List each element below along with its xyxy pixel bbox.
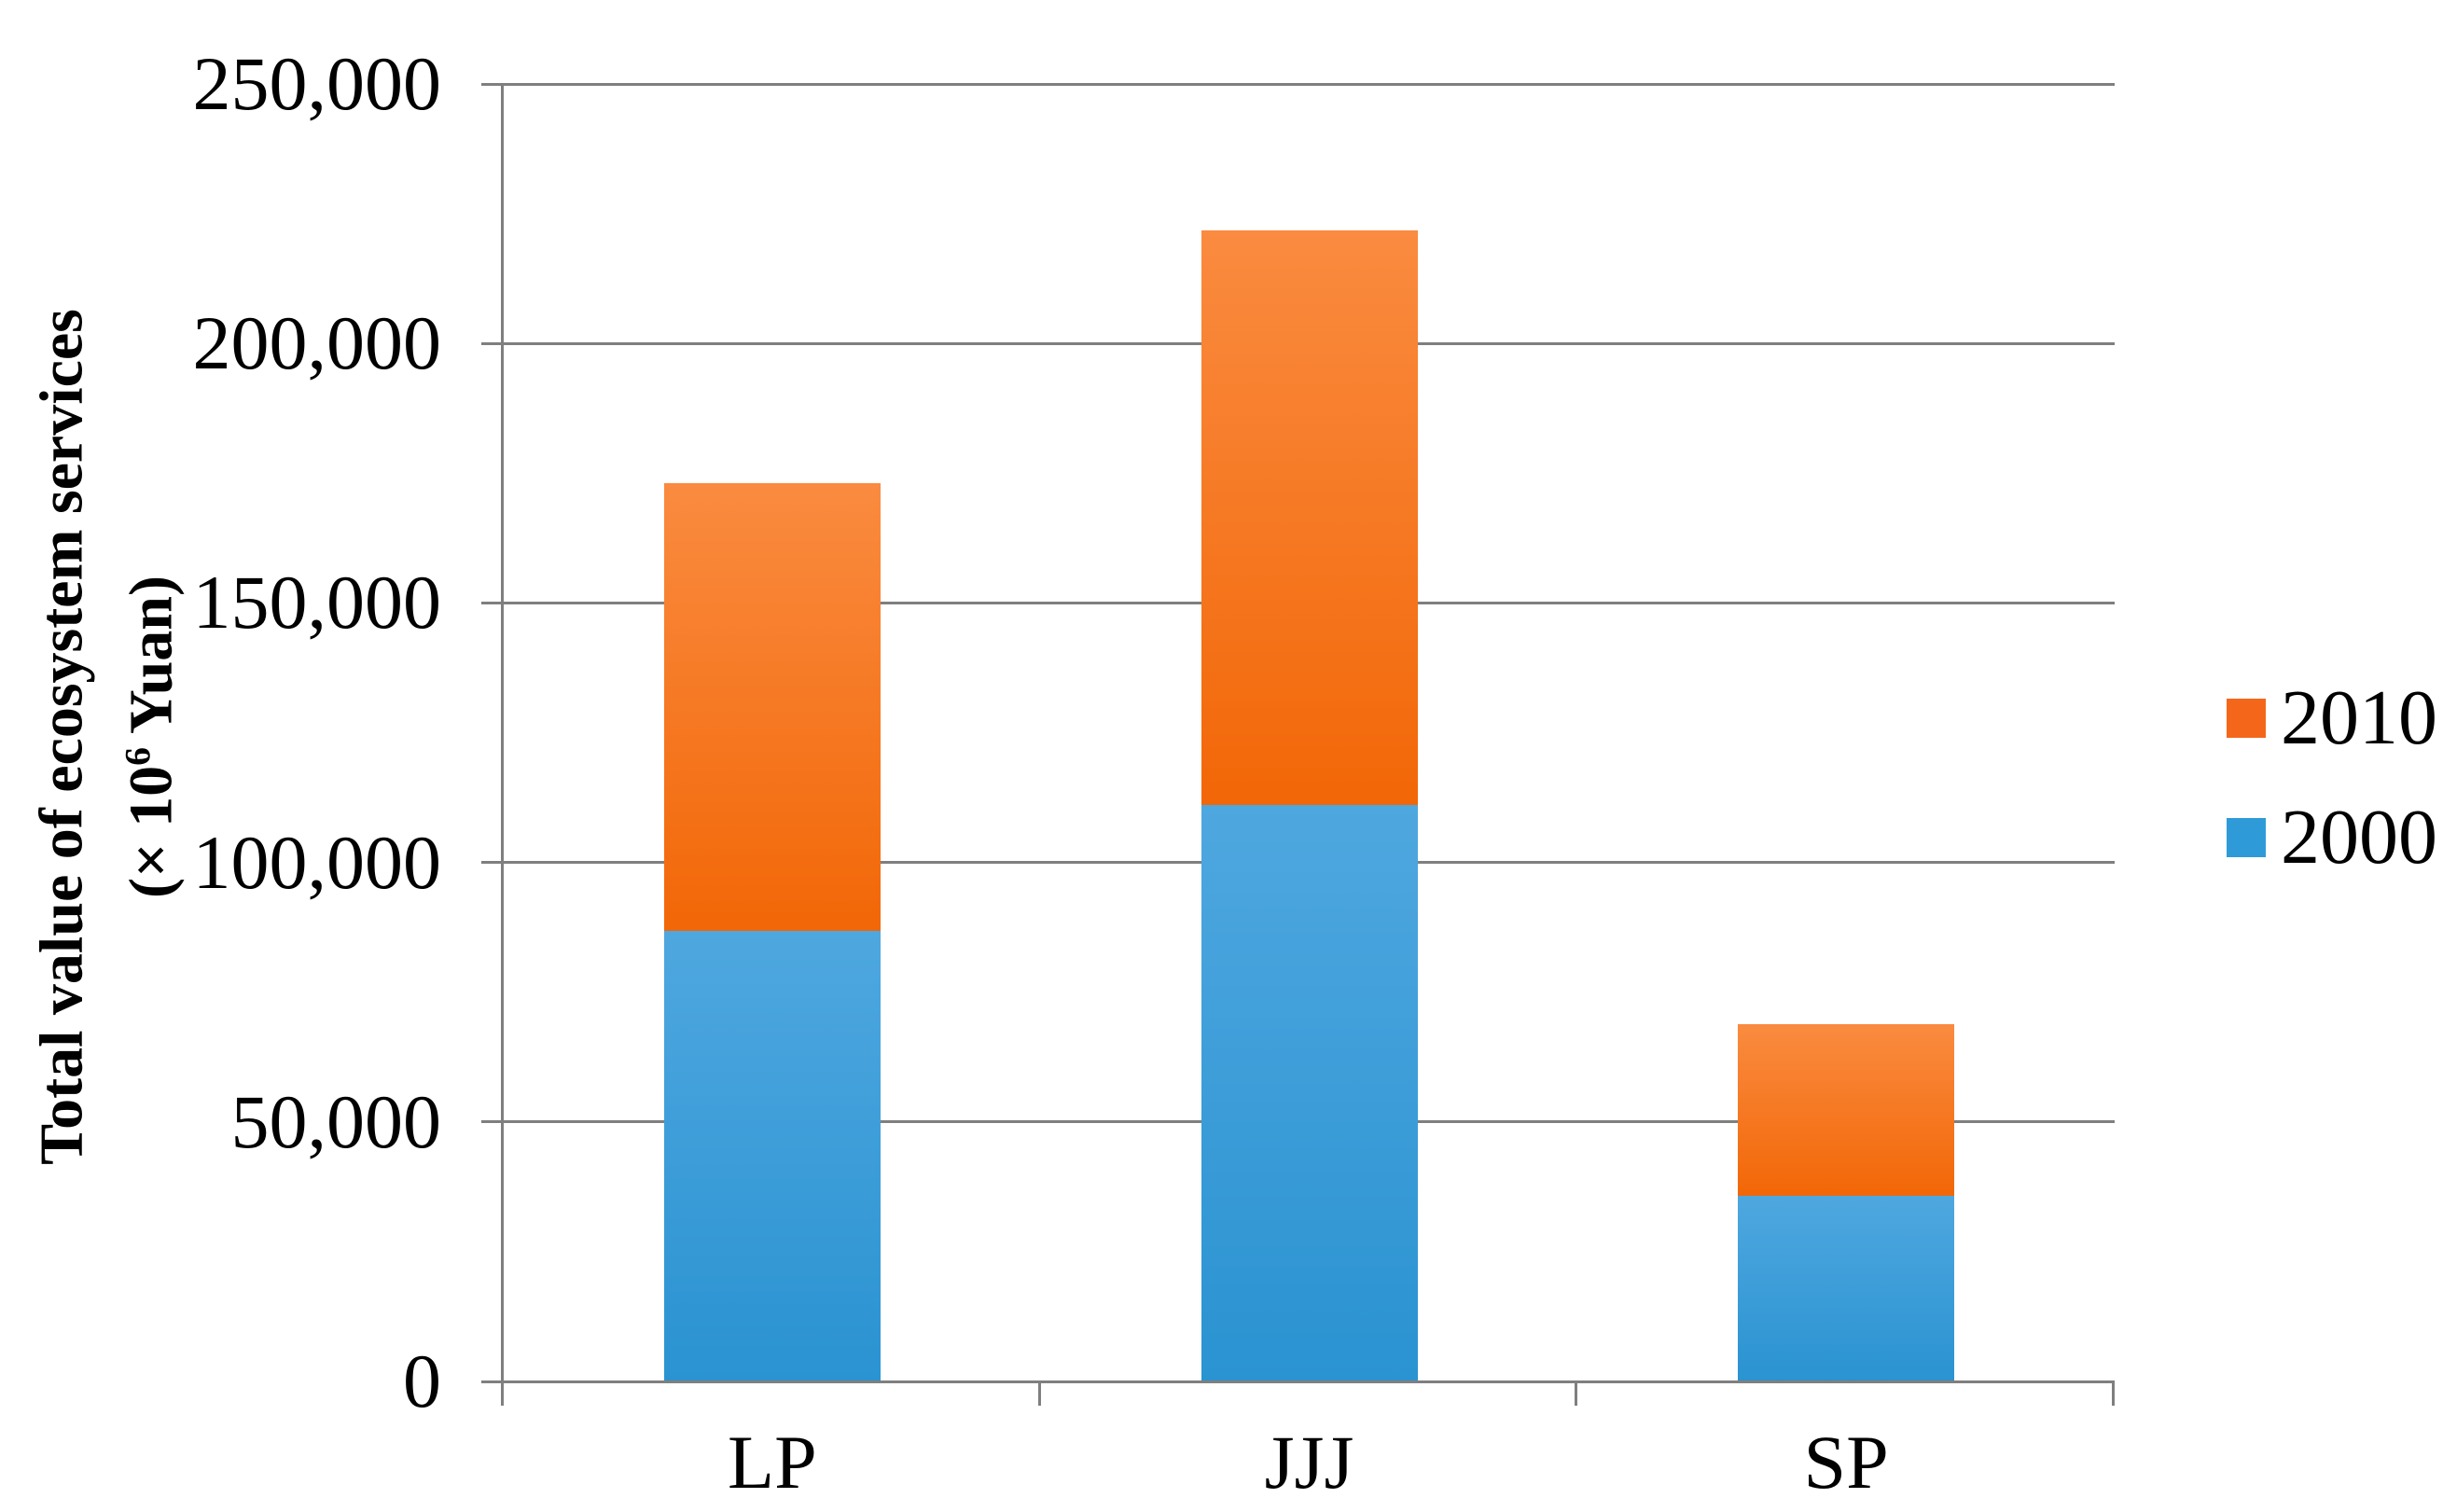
bar-segment-LP-2010 (663, 482, 881, 932)
bar-segment-JJJ-2010 (1201, 230, 1418, 806)
y-axis-title-line1: Total value of ecosystem services (27, 309, 96, 1165)
y-tick-label: 200,000 (192, 300, 442, 386)
y-tick-label: 100,000 (192, 819, 442, 905)
y-axis-title: Total value of ecosystem services (× 106… (17, 309, 195, 1165)
legend-item-2010: 2010 (2227, 679, 2437, 757)
legend-label-2010: 2010 (2281, 674, 2437, 761)
legend-item-2000: 2000 (2227, 798, 2437, 877)
legend-swatch-2010 (2227, 699, 2266, 738)
bar-segment-LP-2000 (663, 931, 881, 1381)
bar-segment-SP-2000 (1738, 1195, 1955, 1381)
gridline-250000 (481, 82, 2115, 86)
x-axis-category-tick-3 (2112, 1381, 2115, 1406)
bar-segment-SP-2010 (1738, 1023, 1955, 1196)
x-tick-label-LP: LP (727, 1420, 817, 1505)
y-axis-title-line2: (× 106 Yuan) (117, 576, 185, 898)
x-axis-category-tick-2 (1575, 1381, 1578, 1406)
x-axis-line (481, 1380, 2115, 1383)
superscript-exponent: 6 (117, 747, 158, 766)
y-tick-label: 250,000 (192, 41, 442, 126)
y-tick-label: 150,000 (192, 560, 442, 645)
y-axis-line (501, 84, 504, 1406)
x-tick-label-JJJ: JJJ (1264, 1420, 1354, 1505)
y-tick-label: 50,000 (230, 1078, 442, 1164)
legend-label-2000: 2000 (2281, 794, 2437, 881)
legend-swatch-2000 (2227, 818, 2266, 857)
x-axis-category-tick-1 (1037, 1381, 1041, 1406)
bar-segment-JJJ-2000 (1201, 805, 1418, 1381)
x-tick-label-SP: SP (1803, 1420, 1889, 1505)
y-tick-label: 0 (403, 1339, 441, 1423)
